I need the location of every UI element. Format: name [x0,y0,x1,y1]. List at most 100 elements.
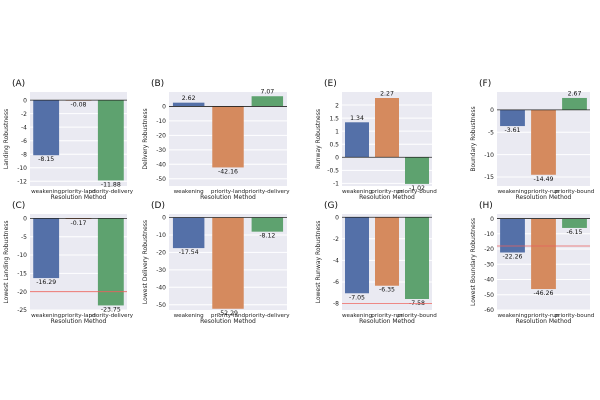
x-tick-label: priority-bound [555,189,595,195]
chart-panel-h: 0 -10 -20 -30 -40 -50 -60 -22.26 weakening -46.26… [470,201,595,325]
data-label: -16.29 [36,279,56,286]
bar [531,109,556,175]
y-tick-label: -8 [333,301,339,308]
y-tick-label: -6 [21,138,27,145]
data-label: 2.67 [568,90,582,97]
x-axis-label: Resolution Method [359,194,415,201]
y-tick-label: -10 [484,231,494,238]
x-tick-label: weakening [31,313,62,319]
y-tick-label: 1 [335,128,339,135]
data-label: -7.05 [349,294,365,301]
y-tick-label: -30 [156,267,166,274]
x-tick-label: priority-land [211,313,246,319]
x-tick-label: weakening [342,313,373,319]
data-label: -8.12 [259,233,275,240]
y-tick-label: -30 [484,261,494,268]
y-axis-label: Lowest Landing Robustness [3,220,10,303]
x-axis-label: Resolution Method [516,194,572,201]
y-tick-label: 0 [335,214,339,221]
y-tick-label: 0 [23,216,27,223]
data-label: -6.35 [379,287,395,294]
data-label: -14.49 [534,176,554,183]
y-tick-label: -40 [156,162,166,169]
y-tick-label: 2 [335,102,339,109]
y-tick-label: -25 [17,307,27,314]
y-axis-label: Boundary Robustness [470,106,477,171]
y-tick-label: -2 [21,111,27,118]
y-axis-label: Runway Robustness [315,109,322,169]
y-axis-label: Lowest Delivery Robustness [142,220,149,304]
x-tick-label: weakening [497,313,528,319]
y-tick-label: -5 [21,234,27,241]
y-tick-label: -50 [484,292,494,299]
panel-label: (G) [324,201,338,211]
bar [251,96,284,107]
y-tick-label: -15 [484,174,494,181]
x-tick-label: weakening [31,189,62,195]
data-label: 7.07 [260,89,274,96]
y-tick-label: -15 [17,271,27,278]
y-tick-label: -0.5 [327,168,339,175]
y-tick-label: -40 [156,285,166,292]
x-axis-label: Resolution Method [51,318,107,325]
chart-panel-c: 0 -5 -10 -15 -20 -25 -16.29 weakening -0.17 prior… [3,201,134,325]
y-tick-label: -20 [484,246,494,253]
y-tick-label: -1 [333,181,339,188]
x-tick-label: priority-delivery [245,313,290,319]
y-tick-label: 0 [490,107,494,114]
y-tick-label: -8 [21,151,27,158]
y-axis-label: Landing Robustness [3,109,10,169]
data-label: -8.15 [38,156,54,163]
panel-label: (F) [479,79,491,89]
x-tick-label: priority-run [528,313,560,319]
y-tick-label: 0 [490,216,494,223]
x-tick-label: priority-land [61,189,96,195]
x-tick-label: priority-run [528,189,560,195]
data-label: -22.26 [503,253,523,260]
x-tick-label: priority-run [371,313,403,319]
x-axis-label: Resolution Method [200,194,256,201]
bar [405,157,429,184]
bar [212,217,244,309]
y-axis-label: Delivery Robustness [142,108,149,169]
data-label: -0.17 [70,220,86,227]
data-label: -1.02 [409,185,425,192]
bar [375,217,399,286]
y-tick-label: -40 [484,277,494,284]
bar [97,100,124,181]
panel-label: (H) [479,201,493,211]
data-label: -6.15 [566,229,582,236]
y-tick-label: 1.5 [329,115,339,122]
y-tick-label: -6 [333,279,339,286]
y-tick-label: 0 [23,97,27,104]
data-label: -42.16 [218,168,238,175]
y-axis-label: Lowest Boundary Robustness [470,218,477,306]
data-label: -23.75 [101,306,121,313]
panel-label: (C) [12,201,25,211]
y-tick-label: 0 [335,154,339,161]
x-tick-label: weakening [174,189,205,195]
bar [172,102,205,107]
chart-panel-g: 0 -2 -4 -6 -8 -7.05 weakening -6.35 priority-run… [315,201,437,325]
y-tick-label: -5 [488,129,494,136]
bar [500,218,525,253]
x-axis-label: Resolution Method [51,194,107,201]
y-tick-label: -2 [333,236,339,243]
x-axis-label: Resolution Method [359,318,415,325]
y-tick-label: -20 [156,133,166,140]
chart-panel-a: 0 -2 -4 -6 -8 -10 -12 -8.15 weakening -0.08 priori… [3,79,134,201]
data-label: -3.61 [504,127,520,134]
bar [405,217,429,299]
y-tick-label: -10 [156,118,166,125]
bar [33,100,60,156]
chart-panel-b: 0 -10 -20 -30 -40 -50 2.62 weakening -42.16 prior… [142,79,290,201]
y-tick-label: -10 [156,232,166,239]
y-tick-label: -10 [17,252,27,259]
bar [562,97,587,110]
data-label: -11.88 [101,181,121,188]
x-tick-label: priority-delivery [89,189,134,195]
y-tick-label: 0 [162,104,166,111]
y-tick-label: -20 [156,250,166,257]
x-axis-label: Resolution Method [200,318,256,325]
